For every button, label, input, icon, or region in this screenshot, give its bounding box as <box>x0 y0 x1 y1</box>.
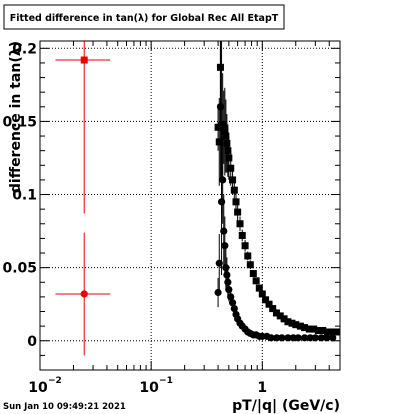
data-point-square <box>272 309 280 317</box>
series-0 <box>214 41 340 336</box>
data-point-circle <box>220 227 228 235</box>
data-point-circle <box>278 334 286 342</box>
data-point-square <box>236 220 244 228</box>
data-point-square <box>269 305 277 313</box>
data-point-circle <box>224 278 232 286</box>
y-tick-label: 0 <box>27 334 37 350</box>
series-1 <box>214 41 337 342</box>
x-tick-label: 10 −2 <box>28 376 62 396</box>
title-box: Fitted difference in tan(λ) for Global R… <box>3 4 285 30</box>
data-point-square <box>319 327 327 335</box>
data-point-circle <box>329 334 337 342</box>
data-point-square <box>80 56 88 64</box>
data-point-square <box>284 318 292 326</box>
data-point-square <box>246 261 254 269</box>
data-point-circle <box>273 334 281 342</box>
data-point-square <box>323 328 331 336</box>
x-axis-label: pT/|q| (GeV/c) <box>232 398 340 414</box>
data-point-square <box>229 176 237 184</box>
data-point-square <box>332 328 340 336</box>
chart-title: Fitted difference in tan(λ) for Global R… <box>10 13 279 24</box>
data-point-circle <box>284 334 292 342</box>
data-point-square <box>301 324 309 332</box>
data-layer <box>55 41 340 356</box>
x-tick-label-exponent: −2 <box>48 376 62 386</box>
data-point-circle <box>214 288 222 297</box>
data-point-circle <box>306 334 314 342</box>
data-point-square <box>255 284 263 292</box>
series-3 <box>55 232 111 356</box>
y-tick-label: 0.05 <box>2 261 37 277</box>
data-point-circle <box>323 334 331 342</box>
data-point-square <box>227 164 235 172</box>
data-point-circle <box>221 242 229 250</box>
data-point-square <box>252 277 260 285</box>
data-point-square <box>232 198 240 206</box>
data-point-square <box>258 290 266 298</box>
data-point-circle <box>219 176 227 184</box>
data-point-circle <box>223 271 231 279</box>
data-point-circle <box>317 334 325 342</box>
data-point-square <box>234 208 242 216</box>
x-tick-label: 10 −1 <box>139 376 173 396</box>
data-point-square <box>230 186 238 194</box>
y-axis-label: difference in tan(λ) <box>8 41 24 193</box>
x-tick-label: 1 <box>257 380 267 396</box>
data-point-square <box>292 321 300 329</box>
data-point-square <box>222 132 230 140</box>
data-point-square <box>288 319 296 327</box>
data-point-circle <box>294 334 302 342</box>
y-tick-label: 0.1 <box>12 188 37 204</box>
data-point-circle <box>311 334 319 342</box>
data-point-square <box>276 312 284 320</box>
data-point-square <box>328 328 336 336</box>
data-point-square <box>296 322 304 330</box>
data-point-square <box>221 128 229 136</box>
y-tick-label: 0.2 <box>12 41 37 57</box>
data-point-circle <box>222 264 230 272</box>
data-point-square <box>215 138 223 146</box>
data-point-square <box>249 269 257 277</box>
data-point-square <box>244 252 252 260</box>
data-point-square <box>265 300 273 308</box>
x-tick-label-base: 10 <box>139 380 159 396</box>
y-tick-label: 0.15 <box>2 114 37 130</box>
data-point-square <box>224 147 232 155</box>
x-tick-label-base: 10 <box>28 380 48 396</box>
data-point-square <box>310 325 318 333</box>
axes: 10 −2 10 −1 100.050.10.150.2 <box>2 41 341 396</box>
data-point-square <box>238 231 246 239</box>
data-point-circle <box>300 334 309 342</box>
data-point-circle <box>225 285 233 294</box>
data-point-circle <box>267 334 275 342</box>
data-point-square <box>223 139 231 147</box>
data-point-circle <box>216 103 225 111</box>
data-point-square <box>225 154 233 162</box>
x-tick-label-exponent: −1 <box>159 376 173 386</box>
data-point-square <box>314 327 322 335</box>
data-point-square <box>305 325 313 333</box>
data-point-circle <box>80 290 88 298</box>
data-point-square <box>280 315 288 323</box>
data-point-square <box>241 242 249 250</box>
plot-frame <box>39 40 341 371</box>
series-2 <box>55 41 111 214</box>
data-point-square <box>262 296 270 304</box>
data-point-square <box>220 123 228 131</box>
timestamp: Sun Jan 10 09:49:21 2021 <box>3 402 126 412</box>
